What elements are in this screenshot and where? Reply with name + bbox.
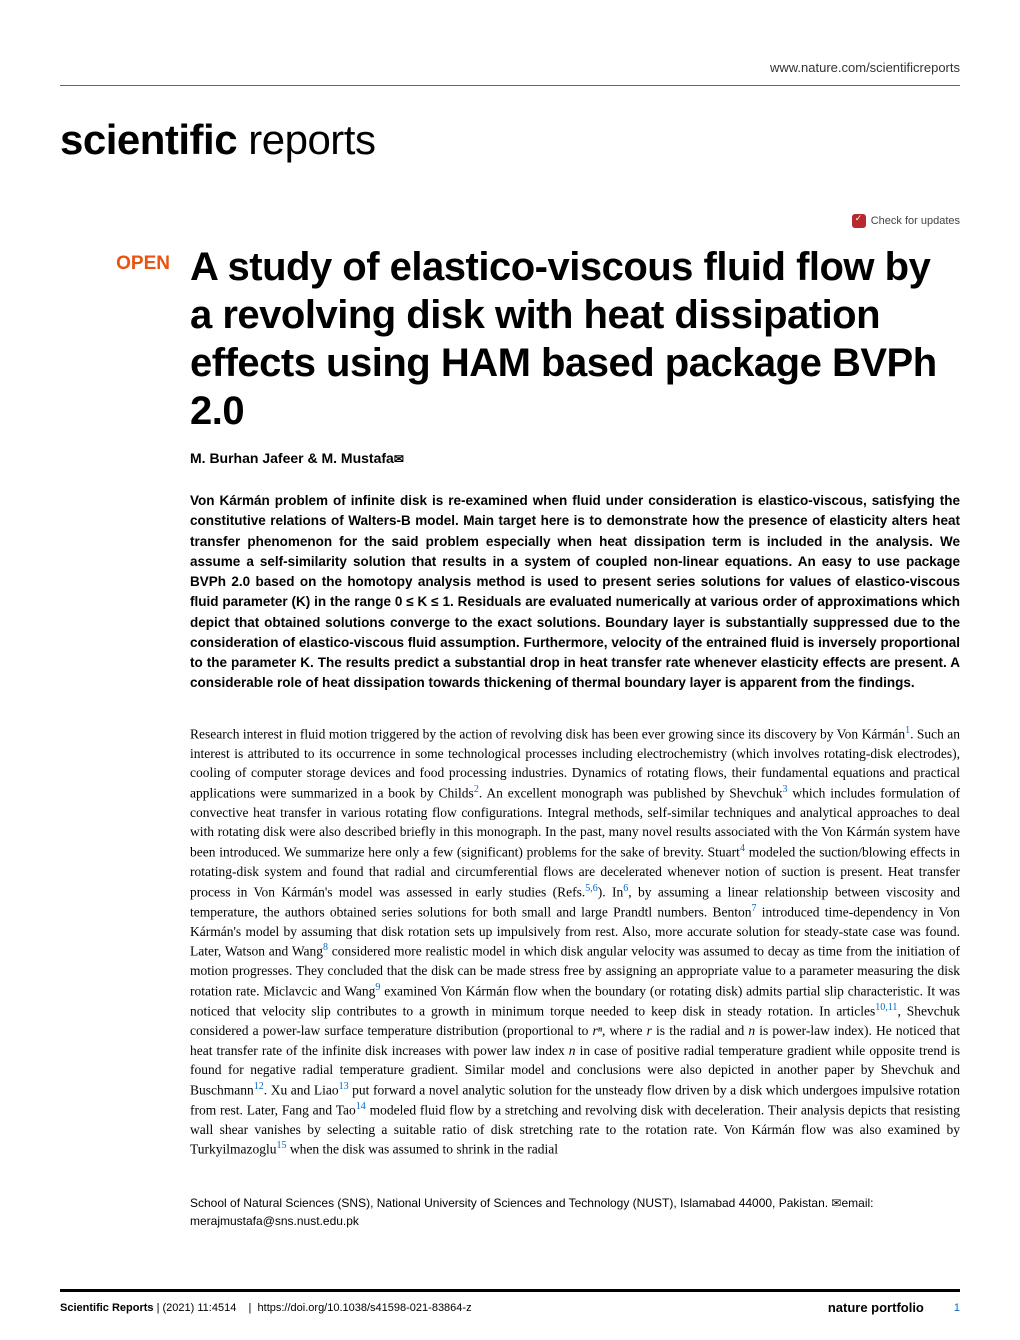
corresponding-author-icon: ✉ (394, 452, 404, 466)
doi-link[interactable]: https://doi.org/10.1038/s41598-021-83864… (258, 1302, 472, 1314)
journal-name-light: reports (237, 116, 375, 163)
authors: M. Burhan Jafeer & M. Mustafa✉ (190, 450, 960, 466)
ref-5-6[interactable]: 5,6 (585, 883, 598, 894)
left-margin: OPEN (60, 243, 170, 1230)
affiliation: School of Natural Sciences (SNS), Nation… (190, 1194, 960, 1230)
header-url: www.nature.com/scientificreports (60, 60, 960, 75)
check-icon (852, 214, 866, 228)
page-number: 1 (954, 1302, 960, 1314)
check-updates-button[interactable]: Check for updates (60, 214, 960, 228)
ref-13[interactable]: 13 (339, 1081, 349, 1092)
header-divider (60, 85, 960, 86)
page-footer: Scientific Reports | (2021) 11:4514 | ht… (60, 1289, 960, 1315)
corresponding-email[interactable]: merajmustafa@sns.nust.edu.pk (190, 1214, 359, 1228)
ref-14[interactable]: 14 (356, 1101, 366, 1112)
open-access-badge: OPEN (60, 253, 170, 275)
main-content: A study of elastico-viscous fluid flow b… (190, 243, 960, 1230)
check-updates-label: Check for updates (871, 215, 960, 227)
publisher-logo: nature portfolio (828, 1300, 924, 1315)
journal-title: scientific reports (60, 116, 960, 164)
article-title: A study of elastico-viscous fluid flow b… (190, 243, 960, 435)
envelope-icon: ✉ (831, 1196, 841, 1210)
authors-text: M. Burhan Jafeer & M. Mustafa (190, 450, 394, 466)
footer-citation: Scientific Reports | (2021) 11:4514 | ht… (60, 1302, 472, 1314)
ref-12[interactable]: 12 (254, 1081, 264, 1092)
body-paragraph: Research interest in fluid motion trigge… (190, 724, 960, 1160)
ref-15[interactable]: 15 (277, 1140, 287, 1151)
ref-10-11[interactable]: 10,11 (875, 1002, 897, 1013)
journal-name-bold: scientific (60, 116, 237, 163)
abstract: Von Kármán problem of infinite disk is r… (190, 491, 960, 694)
